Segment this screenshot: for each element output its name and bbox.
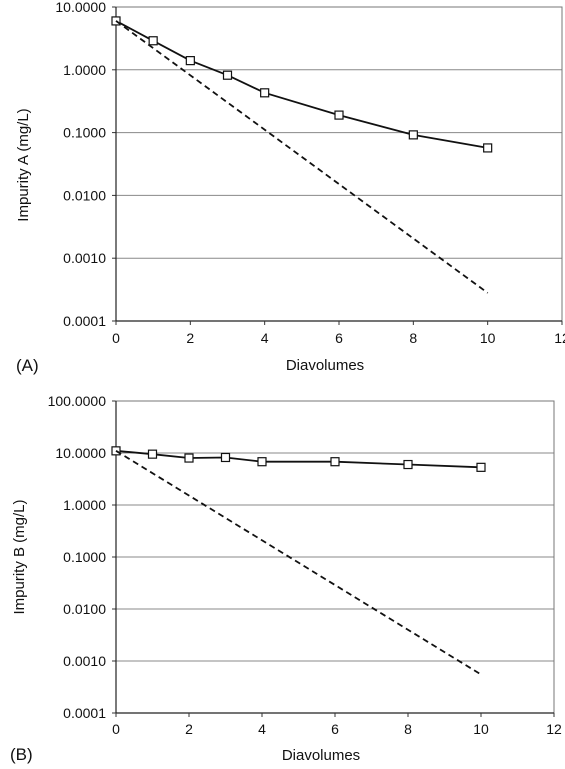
series-line-dashed	[115, 450, 482, 676]
data-point-marker	[260, 88, 270, 98]
y-tick-label: 0.0001	[63, 705, 106, 721]
y-tick-label: 1.0000	[63, 62, 106, 78]
x-tick-label: 0	[112, 330, 120, 346]
y-tick-label: 0.0001	[63, 313, 106, 329]
x-tick-label: 4	[261, 330, 269, 346]
data-point-marker	[330, 457, 340, 467]
x-tick-label: 6	[331, 721, 339, 737]
x-axis-label: Diavolumes	[282, 747, 360, 764]
chart-panel-b: 0.00010.00100.01000.10001.000010.0000100…	[10, 393, 562, 764]
x-tick-label: 2	[185, 721, 193, 737]
y-tick-label: 0.0010	[63, 653, 106, 669]
data-point-marker	[220, 452, 231, 463]
x-tick-label: 4	[258, 721, 266, 737]
y-axis-label: Impurity B (mg/L)	[11, 499, 28, 614]
data-point-marker	[148, 36, 158, 46]
x-axis-label: Diavolumes	[286, 357, 364, 374]
y-tick-label: 0.1000	[63, 549, 106, 565]
panel-label: (B)	[10, 745, 33, 764]
x-tick-label: 10	[480, 330, 496, 346]
data-point-marker	[408, 130, 418, 140]
x-tick-label: 8	[409, 330, 417, 346]
y-tick-label: 10.0000	[55, 0, 106, 15]
x-tick-label: 2	[186, 330, 194, 346]
data-point-marker	[185, 56, 195, 66]
y-tick-label: 10.0000	[55, 445, 106, 461]
y-tick-label: 100.0000	[48, 393, 107, 409]
x-tick-label: 12	[554, 330, 565, 346]
x-tick-label: 6	[335, 330, 343, 346]
y-tick-label: 1.0000	[63, 497, 106, 513]
x-tick-label: 8	[404, 721, 412, 737]
data-point-marker	[403, 459, 413, 470]
plot-frame	[115, 6, 563, 322]
y-axis-label: Impurity A (mg/L)	[15, 108, 32, 221]
series-line-solid	[115, 20, 488, 149]
data-point-marker	[334, 110, 344, 120]
series-line-solid	[115, 449, 482, 469]
chart-panel-a: 0.0001 0.0010 0.0100 0.1000 1.0000 10.0000 0 2 4…	[15, 0, 565, 375]
data-point-marker	[147, 449, 158, 459]
data-point-marker	[483, 143, 493, 153]
y-tick-label: 0.0100	[63, 187, 106, 203]
y-tick-label: 0.1000	[63, 125, 106, 141]
x-tick-label: 0	[112, 721, 120, 737]
data-point-marker	[222, 70, 233, 80]
y-tick-label: 0.0100	[63, 601, 106, 617]
x-tick-label: 10	[473, 721, 489, 737]
series-line-dashed	[115, 20, 489, 294]
y-tick-label: 0.0010	[63, 250, 106, 266]
data-point-marker	[184, 453, 194, 463]
data-point-marker	[257, 457, 267, 467]
data-point-marker	[476, 462, 486, 472]
x-tick-label: 12	[546, 721, 562, 737]
panel-label: (A)	[16, 356, 39, 375]
